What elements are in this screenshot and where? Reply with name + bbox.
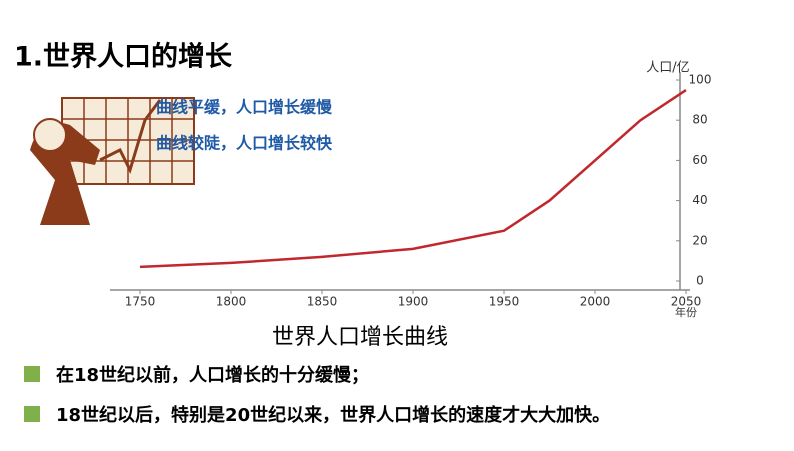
x-tick-label: 2000 bbox=[580, 295, 611, 309]
x-tick-label: 1800 bbox=[216, 295, 247, 309]
slide-title: 1.世界人口的增长 bbox=[14, 41, 233, 73]
y-tick-label: 100 bbox=[689, 73, 712, 87]
x-tick-label: 1750 bbox=[125, 295, 156, 309]
y-tick-label: 80 bbox=[692, 113, 707, 127]
x-tick-label: 2050 bbox=[671, 295, 702, 309]
annotation: 曲线较陡，人口增长较快 bbox=[156, 134, 333, 153]
y-tick-label: 60 bbox=[692, 153, 707, 167]
x-axis-label: 年份 bbox=[675, 305, 697, 319]
cartoon bbox=[30, 97, 195, 225]
y-tick-label: 20 bbox=[692, 233, 707, 247]
bullet: 在18世纪以前，人口增长的十分缓慢； bbox=[56, 364, 369, 386]
y-axis-label: 人口/亿 bbox=[646, 61, 689, 76]
x-tick-label: 1900 bbox=[398, 295, 429, 309]
x-tick-label: 1850 bbox=[307, 295, 338, 309]
y-tick-label: 40 bbox=[692, 193, 707, 207]
y-tick-label: 0 bbox=[696, 274, 704, 288]
bullet-icon bbox=[24, 366, 40, 422]
chart-title: 世界人口增长曲线 bbox=[272, 325, 448, 350]
bullet: 18世纪以后，特别是20世纪以来，世界人口增长的速度才大大加快。 bbox=[56, 404, 610, 426]
annotation: 曲线平缓，人口增长缓慢 bbox=[156, 98, 333, 117]
x-tick-label: 1950 bbox=[489, 295, 520, 309]
line bbox=[139, 89, 687, 269]
